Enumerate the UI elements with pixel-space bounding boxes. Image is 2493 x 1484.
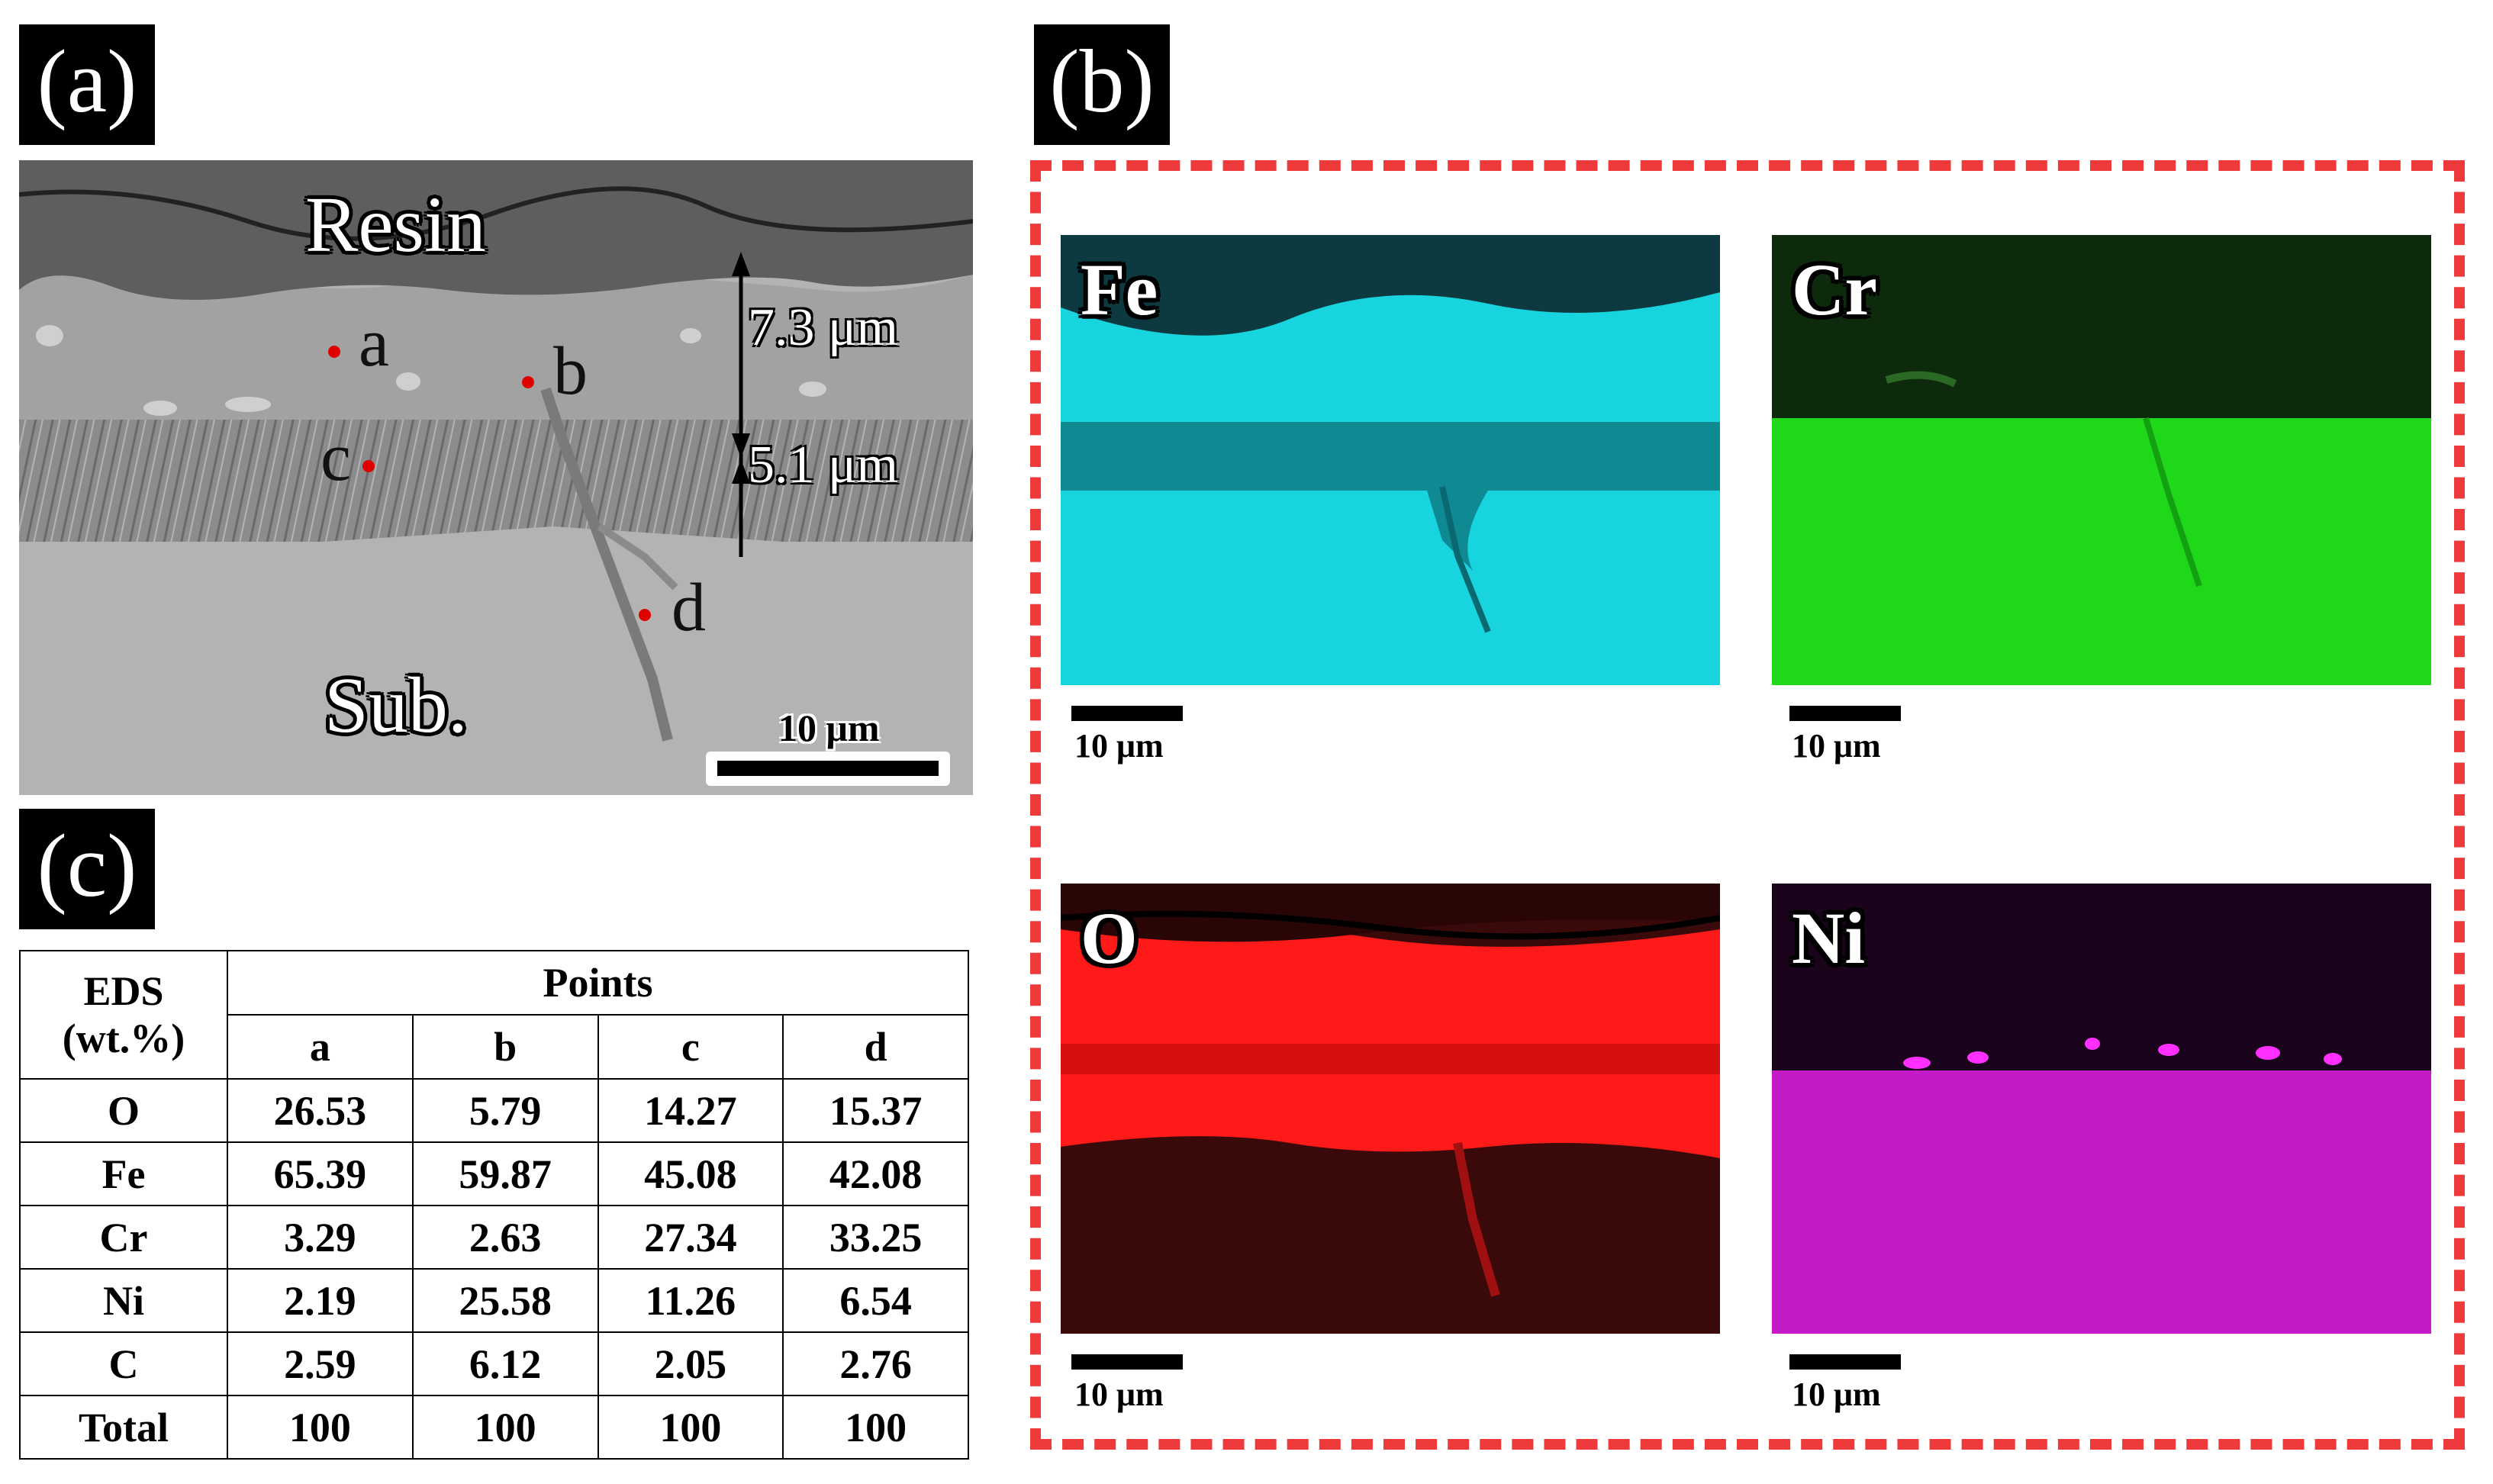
o-map: O [1061,884,1720,1334]
scale-bar [717,761,939,776]
table-row: C 2.59 6.12 2.05 2.76 [19,1331,969,1396]
point-b-marker [522,376,534,388]
table-row: Ni 2.19 25.58 11.26 6.54 [19,1268,969,1333]
cr-map-image [1772,235,2431,685]
table-cell: 59.87 [411,1141,599,1206]
point-d-label: d [672,570,706,645]
table-cell: 2.05 [597,1331,784,1396]
table-cell: 5.79 [411,1078,599,1143]
point-d-marker [639,609,651,621]
substrate-label: Sub. [324,662,468,749]
point-b-label: b [553,333,588,409]
fe-scale-bar [1071,706,1183,721]
table-cell: 11.26 [597,1268,784,1333]
points-header: Points [227,950,969,1016]
ni-scale-bar [1789,1354,1901,1370]
inner-layer-thickness: 5.1 μm [748,436,898,494]
table-cell: 2.19 [227,1268,414,1333]
row-label: C [19,1331,228,1396]
table-cell: 100 [411,1395,599,1460]
resin-label: Resin [305,181,486,269]
table-row: Cr 3.29 2.63 27.34 33.25 [19,1205,969,1270]
table-cell: 45.08 [597,1141,784,1206]
table-cell: 25.58 [411,1268,599,1333]
table-cell: 100 [782,1395,969,1460]
table-row: Total 100 100 100 100 [19,1395,969,1460]
table-cell: 2.76 [782,1331,969,1396]
table-cell: 100 [227,1395,414,1460]
fe-scale-label: 10 μm [1074,727,1164,765]
table-cell: 3.29 [227,1205,414,1270]
panel-a-tag: (a) [19,24,155,145]
panel-b-tag: (b) [1034,24,1170,145]
table-cell: 27.34 [597,1205,784,1270]
cr-scale-label: 10 μm [1792,727,1881,765]
table-row: O 26.53 5.79 14.27 15.37 [19,1078,969,1143]
column-header: a [227,1014,414,1080]
fe-map-image [1061,235,1720,685]
table-cell: 6.54 [782,1268,969,1333]
eds-label: EDS [83,968,164,1014]
table-cell: 33.25 [782,1205,969,1270]
column-header: b [411,1014,599,1080]
point-a-marker [328,346,340,358]
fe-map-label: Fe [1081,249,1158,330]
o-scale-label: 10 μm [1074,1376,1164,1413]
ni-map-image [1772,884,2431,1334]
point-a-label: a [359,305,389,381]
column-header: c [597,1014,784,1080]
point-c-marker [362,460,375,472]
sem-image [19,160,973,795]
table-cell: 2.59 [227,1331,414,1396]
row-label: Ni [19,1268,228,1333]
table-cell: 100 [597,1395,784,1460]
fe-map: Fe [1061,235,1720,685]
cr-map-label: Cr [1792,249,1877,330]
eds-map-frame [1030,160,2465,1450]
o-map-image [1061,884,1720,1334]
cr-map: Cr [1772,235,2431,685]
eds-corner-cell: EDS (wt.%) [19,950,228,1080]
table-cell: 65.39 [227,1141,414,1206]
thickness-arrows [732,252,750,557]
table-cell: 2.63 [411,1205,599,1270]
table-cell: 6.12 [411,1331,599,1396]
outer-layer-thickness: 7.3 μm [748,298,898,357]
table-cell: 26.53 [227,1078,414,1143]
table-cell: 42.08 [782,1141,969,1206]
cr-scale-bar [1789,706,1901,721]
row-label: Fe [19,1141,228,1206]
table-row: Fe 65.39 59.87 45.08 42.08 [19,1141,969,1206]
row-label: O [19,1078,228,1143]
scale-bar-label: 10 μm [778,707,880,749]
row-label: Total [19,1395,228,1460]
table-cell: 14.27 [597,1078,784,1143]
row-label: Cr [19,1205,228,1270]
sem-micrograph: Resin Sub. a b c d 7.3 μm 5.1 μm 10 μm [19,160,973,795]
o-map-label: O [1081,897,1138,979]
o-scale-bar [1071,1354,1183,1370]
eds-unit: (wt.%) [62,1016,185,1061]
ni-scale-label: 10 μm [1792,1376,1881,1413]
table-cell: 15.37 [782,1078,969,1143]
ni-map: Ni [1772,884,2431,1334]
column-header: d [782,1014,969,1080]
ni-map-label: Ni [1792,897,1865,979]
point-c-label: c [320,420,351,495]
panel-c-tag: (c) [19,809,155,929]
eds-table: EDS (wt.%) Points a b c d O 26.53 5.79 1… [19,950,969,1460]
